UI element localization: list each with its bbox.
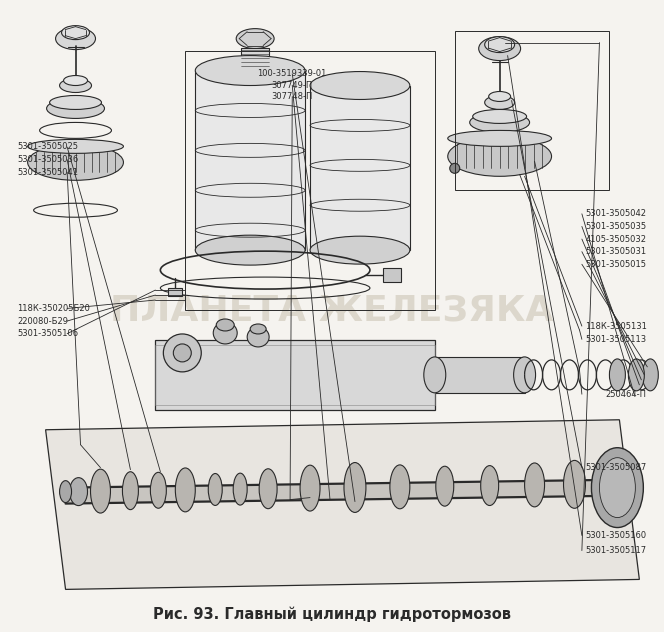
Ellipse shape: [34, 204, 118, 217]
Ellipse shape: [469, 112, 530, 133]
Ellipse shape: [195, 235, 305, 265]
Ellipse shape: [175, 468, 195, 512]
Text: ПЛАНЕТА ЖЕЛЕЗЯКА: ПЛАНЕТА ЖЕЛЕЗЯКА: [110, 293, 554, 327]
Ellipse shape: [448, 130, 552, 147]
Bar: [155, 345, 435, 405]
Text: 5301-3505117: 5301-3505117: [586, 546, 647, 555]
Ellipse shape: [236, 28, 274, 49]
Bar: [241, 47, 269, 68]
Ellipse shape: [600, 458, 635, 518]
Bar: [435, 357, 525, 393]
Ellipse shape: [310, 71, 410, 99]
Ellipse shape: [489, 92, 511, 102]
Ellipse shape: [514, 357, 536, 393]
Ellipse shape: [40, 123, 112, 138]
Text: 4105-3505032: 4105-3505032: [586, 234, 647, 243]
Ellipse shape: [56, 28, 96, 49]
Text: 5301-3505042: 5301-3505042: [586, 209, 647, 218]
Text: 5301-3505041: 5301-3505041: [17, 167, 78, 177]
Ellipse shape: [70, 478, 88, 506]
Bar: [455, 30, 610, 190]
Ellipse shape: [64, 76, 88, 85]
Ellipse shape: [163, 334, 201, 372]
Text: 5301-3505106: 5301-3505106: [17, 329, 78, 338]
Text: 100-3519339-01: 100-3519339-01: [258, 70, 327, 78]
Ellipse shape: [628, 359, 644, 391]
Ellipse shape: [642, 359, 658, 391]
Ellipse shape: [50, 95, 102, 109]
Ellipse shape: [300, 465, 320, 511]
Ellipse shape: [233, 473, 247, 505]
Ellipse shape: [122, 471, 138, 509]
Text: 5301-3505015: 5301-3505015: [586, 260, 647, 269]
Ellipse shape: [250, 324, 266, 334]
Text: 5301-3505113: 5301-3505113: [586, 335, 647, 344]
Ellipse shape: [344, 463, 366, 513]
Text: 5301-3505031: 5301-3505031: [586, 247, 647, 256]
Ellipse shape: [247, 327, 269, 347]
Ellipse shape: [424, 357, 446, 393]
Text: 5301-3505025: 5301-3505025: [17, 142, 78, 152]
Ellipse shape: [448, 137, 552, 176]
Ellipse shape: [259, 469, 277, 509]
Ellipse shape: [473, 109, 527, 123]
Text: 118К-350205Б20: 118К-350205Б20: [17, 304, 90, 313]
Bar: [155, 340, 435, 410]
Ellipse shape: [173, 344, 191, 362]
Bar: [383, 268, 401, 282]
Polygon shape: [46, 420, 639, 590]
Text: 307748-П: 307748-П: [272, 92, 313, 101]
Text: 5301-3505035: 5301-3505035: [586, 222, 647, 231]
Ellipse shape: [485, 95, 515, 109]
Text: 118К-3505131: 118К-3505131: [585, 322, 647, 331]
Ellipse shape: [213, 322, 237, 344]
Ellipse shape: [390, 465, 410, 509]
Ellipse shape: [62, 26, 90, 40]
Ellipse shape: [436, 466, 454, 506]
Ellipse shape: [479, 37, 521, 61]
Text: 220080-Б29: 220080-Б29: [17, 317, 68, 325]
Bar: [169, 288, 183, 296]
Ellipse shape: [564, 460, 586, 508]
Ellipse shape: [90, 469, 110, 513]
Ellipse shape: [195, 56, 305, 85]
Bar: [195, 71, 305, 250]
Text: 5301-3505036: 5301-3505036: [17, 155, 78, 164]
Ellipse shape: [592, 447, 643, 528]
Text: 5301-3505160: 5301-3505160: [586, 531, 647, 540]
Ellipse shape: [450, 163, 459, 173]
Bar: [185, 51, 435, 310]
Bar: [310, 85, 410, 250]
Text: Рис. 93. Главный цилиндр гидротормозов: Рис. 93. Главный цилиндр гидротормозов: [153, 607, 511, 622]
Ellipse shape: [481, 466, 499, 506]
Ellipse shape: [28, 144, 124, 180]
Ellipse shape: [208, 473, 222, 506]
Ellipse shape: [525, 463, 544, 507]
Text: 307749-П: 307749-П: [272, 81, 313, 90]
Ellipse shape: [216, 319, 234, 331]
Ellipse shape: [46, 99, 104, 118]
Ellipse shape: [150, 472, 167, 508]
Ellipse shape: [610, 359, 625, 391]
Ellipse shape: [60, 481, 72, 502]
Text: 5301-3505087: 5301-3505087: [586, 463, 647, 472]
Polygon shape: [66, 480, 624, 504]
Ellipse shape: [28, 140, 124, 154]
Ellipse shape: [241, 61, 269, 71]
Ellipse shape: [310, 236, 410, 264]
Ellipse shape: [485, 37, 515, 52]
Ellipse shape: [60, 78, 92, 92]
Text: 250464-П: 250464-П: [606, 390, 647, 399]
